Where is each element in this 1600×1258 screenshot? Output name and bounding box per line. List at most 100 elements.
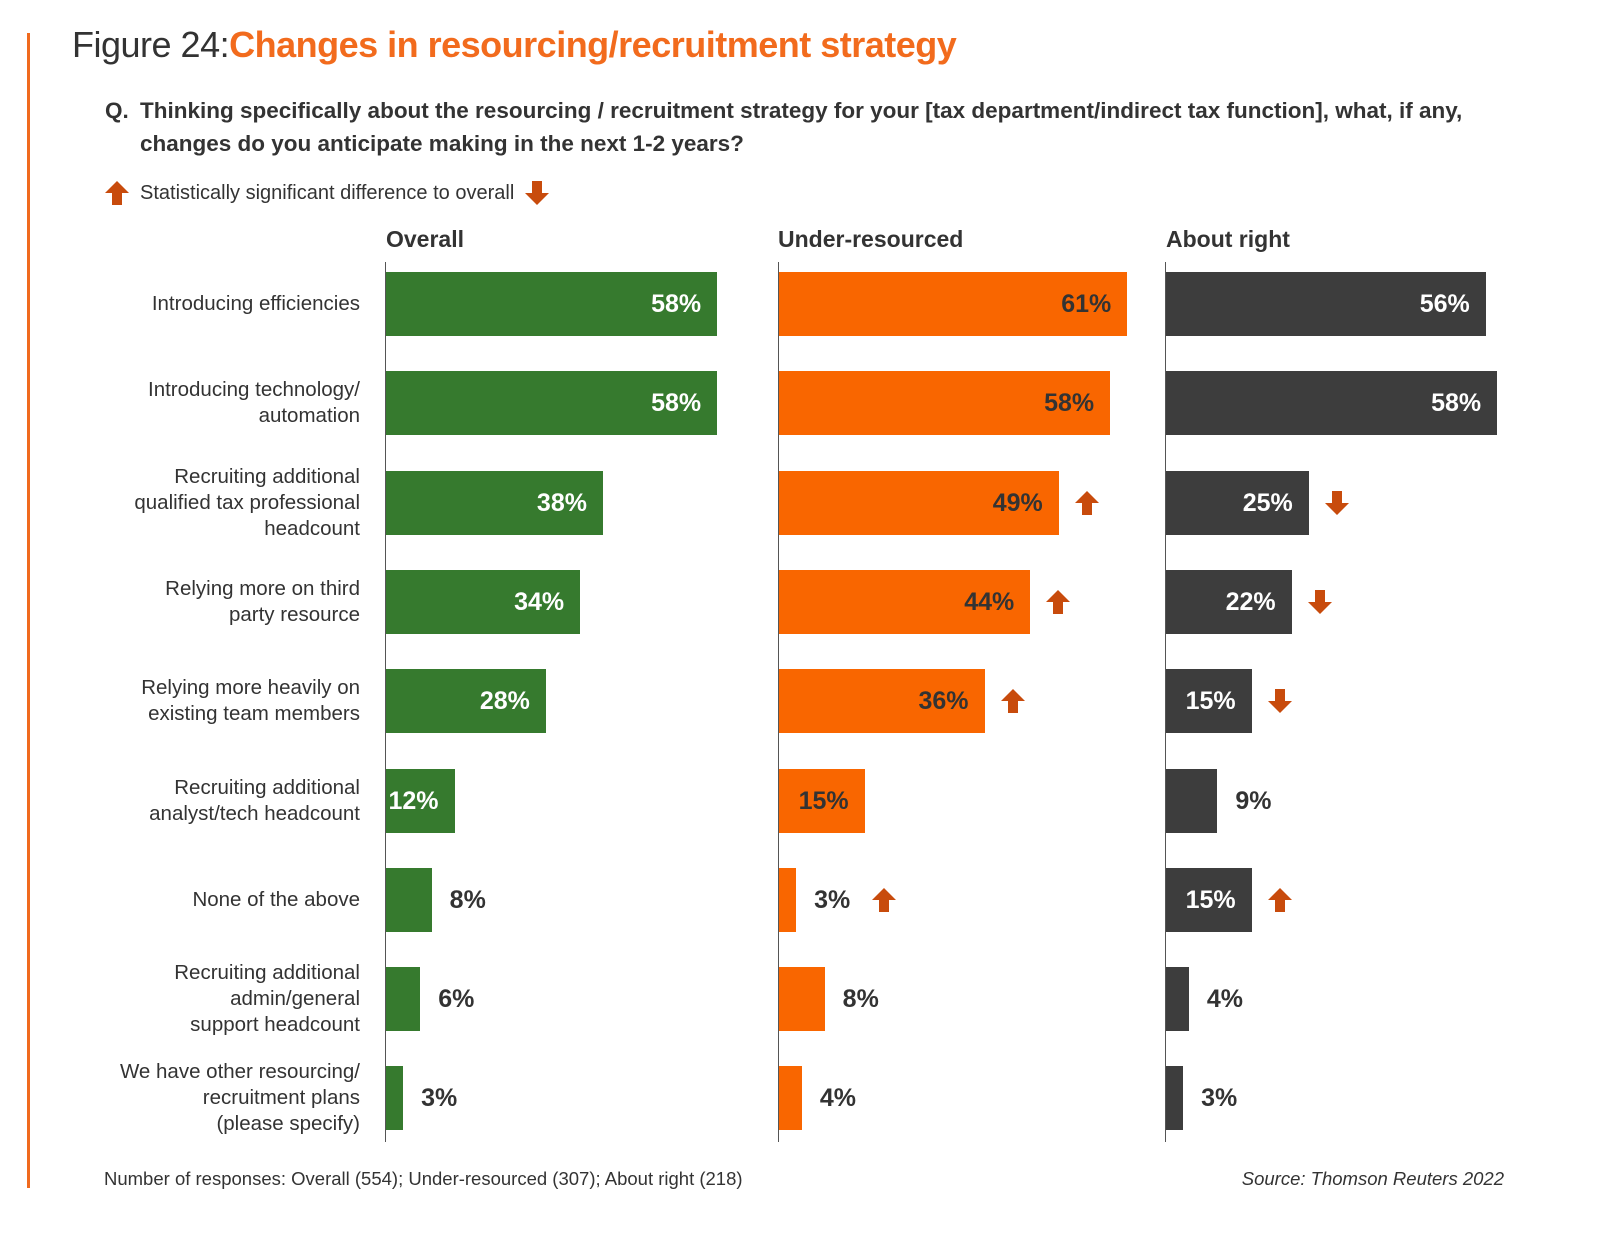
data-label: 58% [651, 389, 702, 418]
series-header: Under-resourced [778, 226, 964, 252]
category-label: Recruiting additional admin/general suppor… [40, 960, 360, 1038]
bar [386, 867, 432, 932]
bar [779, 569, 1031, 634]
data-label: 9% [1235, 786, 1272, 815]
significance-up-arrow-icon [872, 887, 897, 912]
significance-down-arrow-icon [1307, 589, 1332, 614]
question-text: Thinking specifically about the resourci… [140, 98, 1463, 156]
bar [1166, 569, 1292, 634]
category-label-line: support headcount [190, 1013, 360, 1037]
question-marker: Q. [105, 98, 129, 123]
category-label: Recruiting additional qualified tax profe… [40, 464, 360, 542]
category-label-line: Relying more heavily on [141, 676, 360, 700]
category-label-line: We have other resourcing/ [119, 1060, 360, 1084]
series-header: About right [1166, 226, 1290, 252]
bar [779, 470, 1059, 535]
bar [386, 371, 718, 436]
data-label: 22% [1225, 587, 1276, 616]
data-label: 28% [479, 687, 530, 716]
significance-down-arrow-icon [1324, 490, 1349, 515]
significance-up-arrow-icon [1267, 887, 1292, 912]
data-label: 58% [651, 290, 702, 318]
data-label: 6% [438, 985, 475, 1014]
arrow-down-icon [525, 181, 550, 205]
category-label-line: Relying more on third [165, 576, 360, 600]
bar [779, 669, 985, 734]
data-label: 4% [1206, 985, 1243, 1014]
significance-up-arrow-icon [1000, 689, 1025, 714]
bar [1166, 272, 1486, 336]
figure-number: Figure 24: [72, 24, 230, 65]
category-label-line: None of the above [192, 887, 360, 911]
data-label: 61% [1061, 290, 1112, 318]
bar [386, 1066, 404, 1131]
data-label: 3% [421, 1084, 458, 1113]
data-label: 12% [388, 786, 439, 815]
data-label: 49% [992, 488, 1043, 517]
bar [386, 669, 546, 734]
category-label: None of the above [40, 887, 360, 913]
source-note: Source: Thomson Reuters 2022 [1241, 1168, 1504, 1189]
category-label-line: existing team members [148, 702, 360, 726]
category-label-line: qualified tax professional [134, 490, 360, 514]
bar [386, 272, 718, 336]
category-label: Relying more heavily on existing team mem… [40, 675, 360, 727]
data-label: 8% [842, 985, 879, 1014]
data-label: 8% [449, 885, 486, 914]
legend-text: Statistically significant difference to … [140, 181, 515, 204]
bar [779, 371, 1111, 436]
data-label: 58% [1044, 389, 1095, 418]
axis-line [385, 262, 386, 1142]
bar [1166, 867, 1252, 932]
data-label: 3% [1201, 1084, 1238, 1113]
bar [386, 768, 455, 833]
category-label-line: recruitment plans [202, 1086, 360, 1110]
significance-up-arrow-icon [1046, 589, 1071, 614]
category-label-line: Recruiting additional [174, 775, 360, 799]
bar [1166, 669, 1252, 734]
bar [1166, 1066, 1184, 1131]
category-label-line: headcount [264, 516, 360, 540]
axis-line [1165, 262, 1166, 1142]
survey-question: Q. Thinking specifically about the resou… [105, 94, 1520, 160]
figure-title-text: Changes in resourcing/recruitment strate… [229, 24, 957, 65]
axis-line [778, 262, 779, 1142]
category-label: We have other resourcing/recruitment pla… [40, 1059, 360, 1137]
bar [779, 272, 1128, 336]
arrow-up-icon [105, 181, 129, 205]
bar [1166, 470, 1309, 535]
category-label-line: Recruiting additional [174, 464, 360, 488]
data-label: 3% [814, 885, 851, 914]
significance-up-arrow-icon [1074, 490, 1099, 515]
category-label-line: Recruiting additional [174, 961, 360, 985]
bar [779, 867, 797, 932]
bar [779, 967, 825, 1032]
data-label: 15% [1185, 687, 1236, 716]
data-label: 44% [964, 587, 1015, 616]
category-label-line: party resource [228, 602, 360, 626]
category-label-line: admin/general [230, 987, 360, 1011]
bar [1166, 967, 1189, 1032]
data-label: 36% [918, 687, 969, 716]
category-label: Introducing efficiencies [40, 291, 360, 317]
bar [779, 1066, 802, 1131]
bar [386, 470, 603, 535]
category-label-line: (please specify) [216, 1112, 360, 1136]
bar [1166, 371, 1498, 436]
data-label: 25% [1242, 488, 1293, 517]
data-label: 15% [798, 786, 849, 815]
category-label: Introducing technology/automation [40, 377, 360, 429]
accent-line [27, 33, 30, 1188]
responses-note: Number of responses: Overall (554); Unde… [104, 1168, 743, 1189]
data-label: 15% [1185, 885, 1236, 914]
series-header: Overall [386, 226, 464, 252]
bar [386, 569, 581, 634]
figure-title: Figure 24:Changes in resourcing/recruitm… [72, 24, 957, 66]
data-label: 58% [1431, 389, 1482, 418]
legend: Statistically significant difference to … [104, 180, 550, 206]
data-label: 34% [514, 587, 565, 616]
bar [779, 768, 865, 833]
data-label: 4% [819, 1084, 856, 1113]
data-label: 56% [1419, 290, 1470, 318]
bar [1166, 768, 1218, 833]
